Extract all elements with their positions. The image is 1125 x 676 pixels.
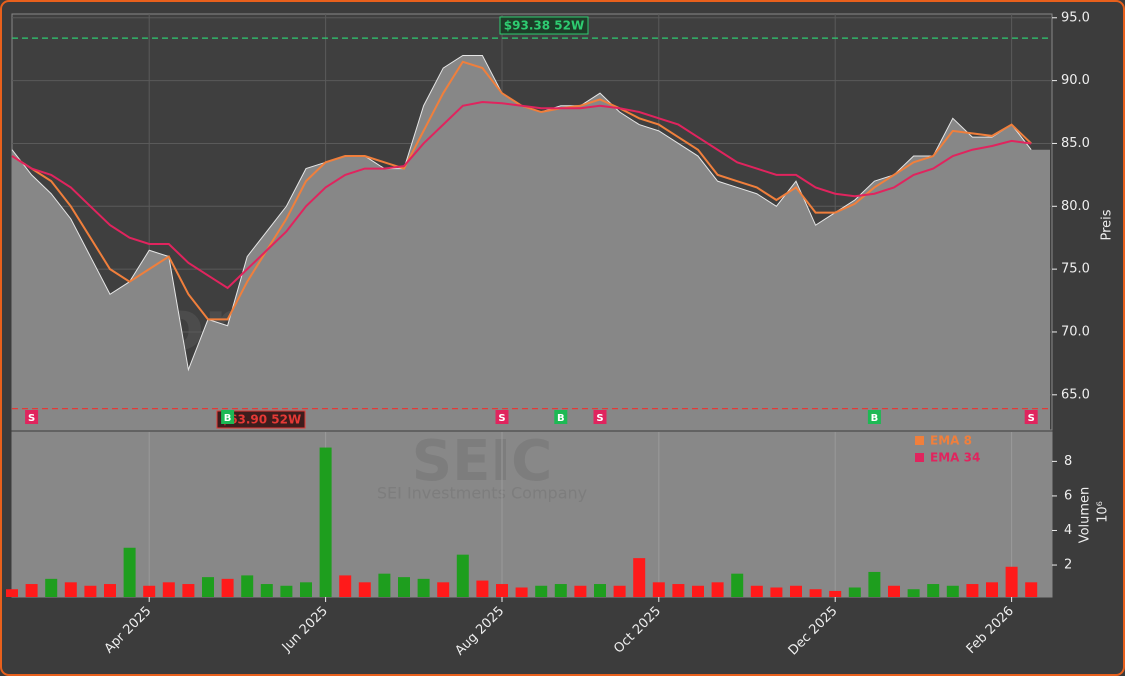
y-tick-label: 80.0	[1061, 199, 1090, 214]
volume-bar	[319, 447, 332, 597]
volume-bar	[907, 589, 920, 597]
volume-bar	[260, 584, 273, 597]
volume-bar	[711, 582, 724, 597]
volume-bar	[574, 585, 587, 597]
y-tick-label: 65.0	[1061, 387, 1090, 402]
signal-box	[495, 410, 509, 424]
volume-bar	[202, 577, 214, 597]
signal-label: B	[224, 413, 232, 424]
volume-bar	[848, 587, 861, 597]
volume-bar	[64, 582, 77, 597]
volume-bar	[515, 587, 528, 597]
signal-box	[1024, 410, 1038, 424]
signal-box	[867, 410, 881, 424]
volume-bar	[613, 585, 626, 597]
volume-bar	[123, 547, 136, 597]
volume-bar	[456, 554, 469, 597]
y-tick-label: 85.0	[1061, 136, 1090, 151]
volume-panel	[11, 431, 1053, 598]
annotation-box	[499, 16, 589, 35]
volume-bar	[221, 578, 234, 597]
legend-swatch	[915, 436, 924, 445]
annotation-box	[216, 410, 306, 429]
y-tick-label: 4	[1064, 523, 1072, 538]
y-tick-label: 2	[1064, 558, 1072, 573]
annotation-label: $63.90 52W	[221, 413, 301, 427]
y-tick-label: 6	[1064, 488, 1072, 503]
y-tick-label: 95.0	[1061, 10, 1090, 25]
volume-bar	[25, 584, 38, 597]
legend-swatch	[915, 453, 924, 462]
volume-bar	[339, 575, 352, 597]
volume-bar	[162, 582, 175, 597]
ema-line	[11, 100, 1032, 290]
volume-bar	[986, 582, 998, 597]
signal-label: S	[1028, 413, 1035, 424]
volume-bar	[358, 582, 371, 597]
volume-bar	[554, 584, 567, 597]
volume-bar	[1005, 566, 1018, 597]
volume-bar	[633, 558, 646, 597]
y-axis-label: Volumen	[1078, 487, 1093, 544]
volume-bar	[6, 589, 18, 597]
volume-bar	[692, 585, 704, 597]
volume-bar	[143, 585, 156, 597]
volume-bar	[300, 582, 312, 597]
y-tick-label: 8	[1064, 454, 1072, 469]
volume-bar	[437, 582, 450, 597]
volume-bar	[594, 584, 606, 597]
volume-bar	[790, 585, 802, 597]
y-axis-multiplier: 10⁶	[1096, 501, 1111, 523]
volume-bar	[750, 585, 763, 597]
volume-bar	[868, 571, 881, 597]
price-area	[12, 55, 1050, 431]
volume-bar	[888, 585, 900, 597]
signal-box	[25, 410, 39, 424]
volume-bar	[946, 585, 959, 597]
volume-bar	[398, 577, 410, 597]
signal-box	[221, 410, 235, 424]
signal-box	[554, 410, 568, 424]
volume-bar	[731, 573, 744, 597]
volume-bar	[45, 578, 58, 597]
volume-bar	[104, 584, 116, 597]
signal-label: S	[498, 413, 505, 424]
volume-bar	[496, 584, 508, 597]
volume-bar	[1025, 582, 1038, 597]
volume-bar	[829, 590, 842, 597]
y-tick-label: 70.0	[1061, 324, 1090, 339]
signal-box	[593, 410, 607, 424]
legend-label: EMA 34	[930, 451, 980, 465]
legend-label: EMA 8	[930, 434, 972, 448]
y-tick-label: 90.0	[1061, 73, 1090, 88]
volume-bar	[280, 585, 293, 597]
volume-bar	[809, 589, 822, 597]
company: SEI Investments Company	[377, 484, 587, 503]
signal-label: S	[28, 413, 35, 424]
volume-bar	[927, 584, 940, 597]
y-axis-label: Preis	[1100, 209, 1115, 240]
signal-label: B	[557, 413, 565, 424]
annotation-label: $93.38 52W	[504, 19, 584, 33]
volume-bar	[652, 582, 665, 597]
volume-bar	[417, 578, 430, 597]
signal-label: B	[871, 413, 879, 424]
volume-bar	[241, 575, 254, 597]
volume-bar	[182, 584, 195, 597]
volume-bar	[966, 584, 979, 597]
volume-bar	[476, 580, 489, 597]
symbol: SEIC	[412, 429, 553, 494]
volume-bar	[84, 585, 97, 597]
volume-bar	[378, 573, 391, 597]
signal-label: S	[596, 413, 603, 424]
volume-bar	[770, 587, 783, 597]
volume-bar	[672, 584, 685, 597]
y-tick-label: 75.0	[1061, 262, 1090, 277]
volume-bar	[535, 585, 548, 597]
